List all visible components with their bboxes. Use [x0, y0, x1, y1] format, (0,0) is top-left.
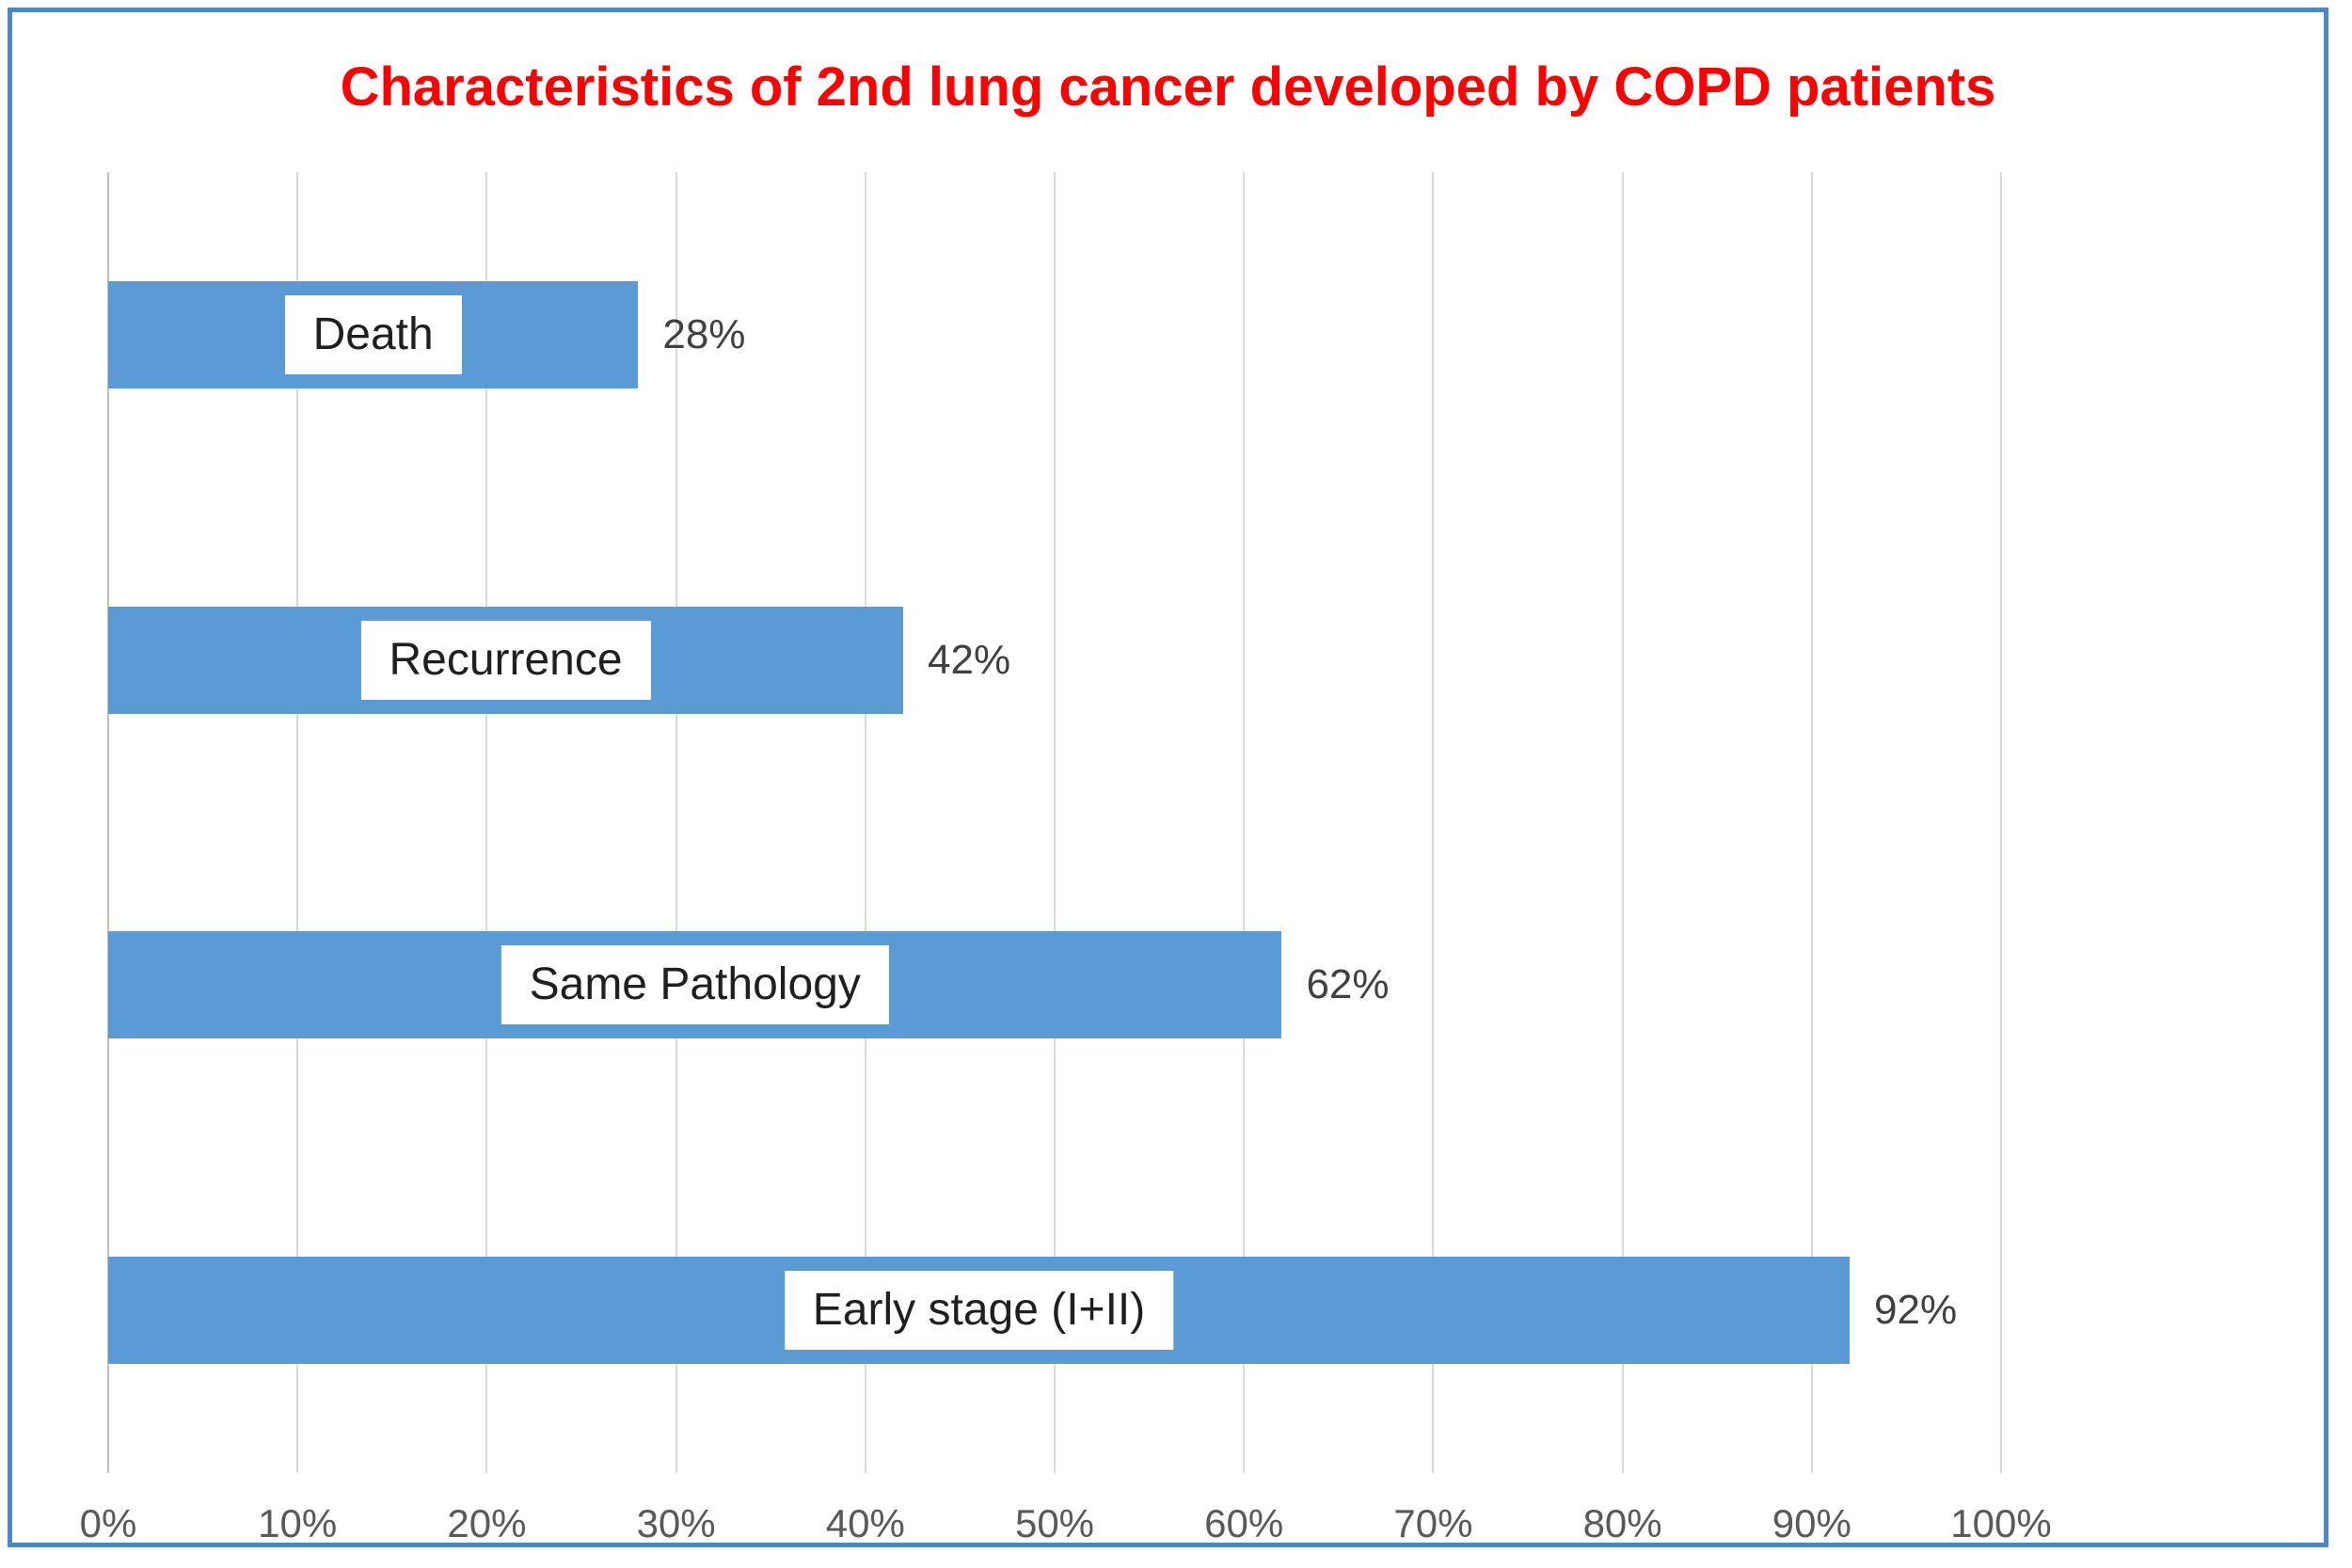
category-label: Same Pathology: [501, 945, 889, 1025]
vertical-gridline: [1054, 172, 1056, 1473]
x-axis-tick-label: 0%: [79, 1501, 137, 1545]
x-axis-tick-label: 60%: [1204, 1501, 1284, 1545]
vertical-gridline: [296, 172, 299, 1473]
x-axis-tick-label: 20%: [447, 1501, 527, 1545]
category-label: Early stage (I+II): [784, 1271, 1174, 1351]
chart-title: Characteristics of 2nd lung cancer devel…: [340, 56, 1996, 118]
bar-early-stage-i-ii: Early stage (I+II) 92%: [108, 1257, 1957, 1365]
y-axis-line: [107, 172, 109, 1473]
x-axis-tick-label: 10%: [258, 1501, 338, 1545]
vertical-gridline: [864, 172, 866, 1473]
x-axis-tick-label: 70%: [1393, 1501, 1473, 1545]
x-axis-tick-label: 80%: [1582, 1501, 1662, 1545]
bar-recurrence: Recurrence 42%: [108, 606, 1010, 714]
vertical-gridline: [2000, 172, 2002, 1473]
category-label: Death: [284, 294, 462, 374]
value-label: 92%: [1874, 1287, 1958, 1334]
bar-death: Death 28%: [108, 280, 745, 388]
category-label: Recurrence: [360, 620, 651, 700]
vertical-gridline: [1810, 172, 1813, 1473]
x-axis-tick-label: 40%: [825, 1501, 905, 1545]
vertical-gridline: [1243, 172, 1246, 1473]
vertical-gridline: [675, 172, 677, 1473]
x-axis-tick-label: 100%: [1950, 1501, 2052, 1545]
x-axis-tick-label: 30%: [636, 1501, 716, 1545]
value-label: 42%: [928, 636, 1011, 683]
x-axis-tick-label: 50%: [1014, 1501, 1095, 1545]
value-label: 28%: [662, 310, 746, 357]
x-axis-tick-label: 90%: [1772, 1501, 1851, 1545]
chart-border-frame: Characteristics of 2nd lung cancer devel…: [8, 8, 2328, 1547]
vertical-gridline: [1621, 172, 1624, 1473]
value-label: 62%: [1306, 961, 1390, 1008]
vertical-gridline: [1432, 172, 1435, 1473]
bar-same-pathology: Same Pathology 62%: [108, 931, 1390, 1039]
plot-area: 0% 10% 20% 30% 40% 50% 60% 70% 80% 90% 100% Death 28…: [80, 172, 2052, 1545]
vertical-gridline: [485, 172, 488, 1473]
